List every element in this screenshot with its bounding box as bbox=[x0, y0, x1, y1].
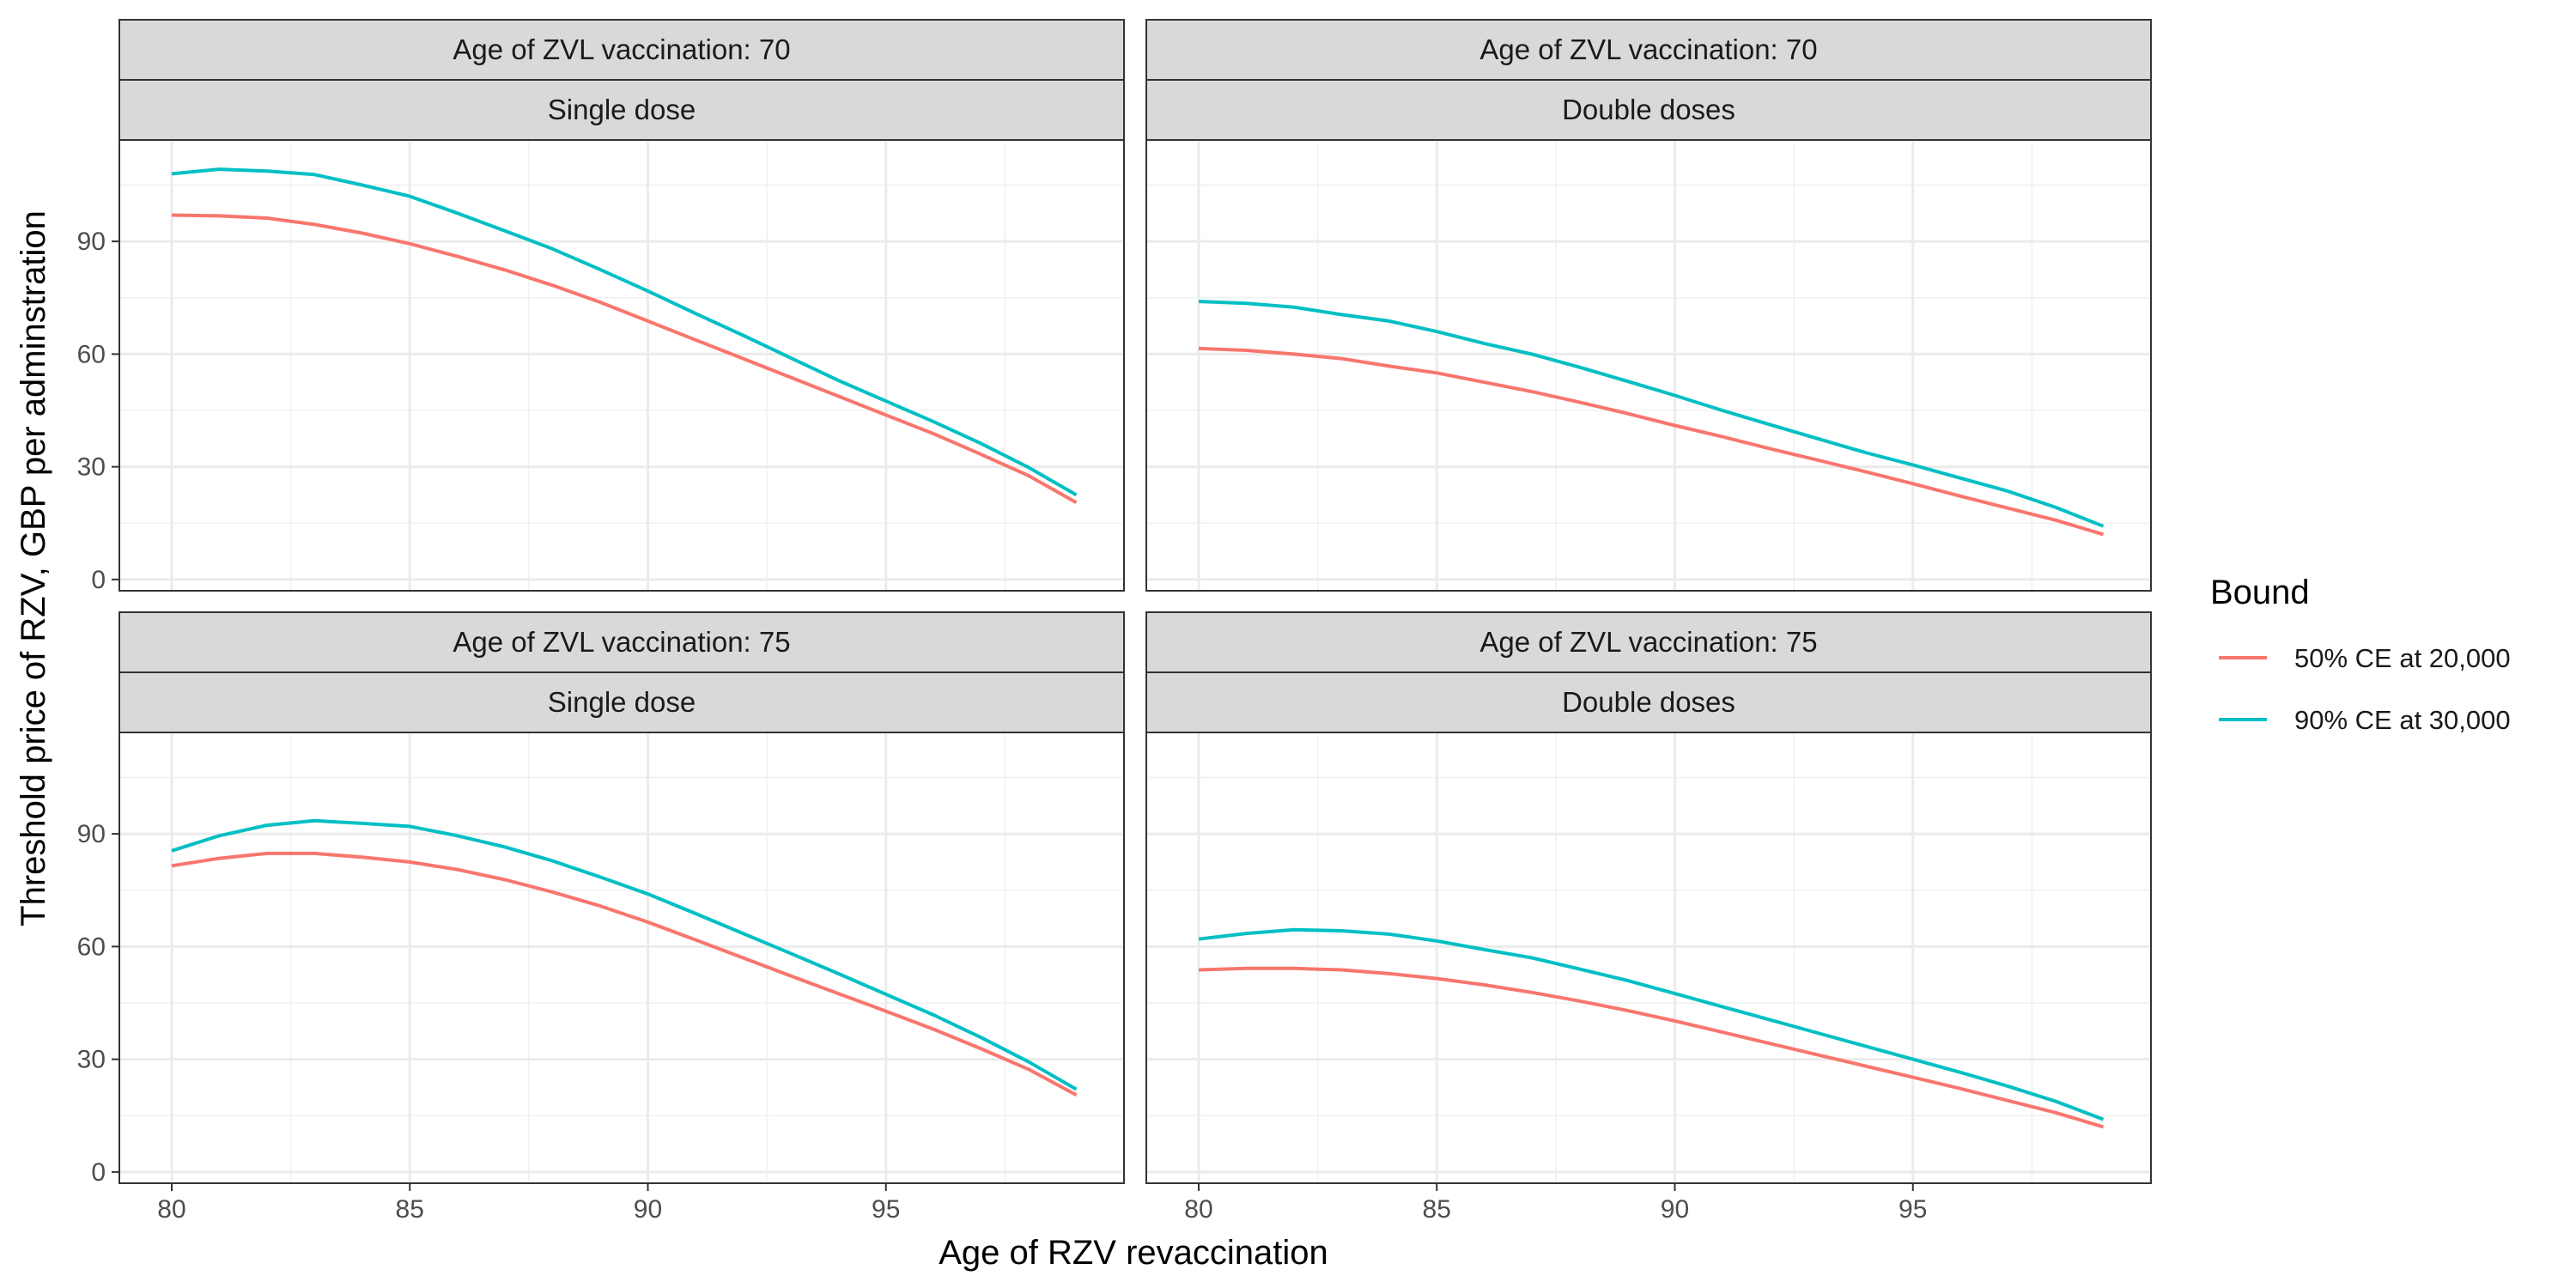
strip-top-label: Age of ZVL vaccination: 75 bbox=[1479, 626, 1817, 658]
strip-top-background bbox=[118, 19, 1125, 81]
strip-top-background bbox=[118, 611, 1125, 673]
series-line-90pct bbox=[171, 818, 1078, 1091]
series-line-50pct bbox=[1198, 346, 2105, 537]
panel-1: Age of ZVL vaccination: 70 Single dose bbox=[118, 19, 1125, 592]
strip-bottom-background bbox=[118, 79, 1125, 141]
legend: Bound 50% CE at 20,000 90% CE at 30,000 bbox=[2210, 574, 2511, 735]
series-line-50pct bbox=[1198, 966, 2105, 1129]
strip-top-background bbox=[1145, 19, 2152, 81]
y-tick-label: 0 bbox=[91, 1158, 106, 1187]
panel-2: Age of ZVL vaccination: 70 Double doses bbox=[1145, 19, 2152, 592]
series-line-50pct bbox=[171, 851, 1078, 1097]
y-tick-label: 60 bbox=[77, 933, 106, 961]
strip-bottom-label: Single dose bbox=[548, 686, 696, 718]
panel-border bbox=[118, 732, 1125, 1184]
strip-bottom-label: Single dose bbox=[548, 94, 696, 125]
strip-bottom-background bbox=[1145, 671, 2152, 733]
strip-top-background bbox=[1145, 611, 2152, 673]
x-tick-label: 90 bbox=[1661, 1195, 1689, 1224]
panel-4: Age of ZVL vaccination: 75 Double doses bbox=[1145, 611, 2152, 1184]
strip-top-label: Age of ZVL vaccination: 70 bbox=[453, 33, 790, 65]
y-tick-label: 60 bbox=[77, 340, 106, 368]
y-tick-label: 90 bbox=[77, 820, 106, 848]
y-tick-label: 90 bbox=[77, 228, 106, 256]
series-line-90pct bbox=[1198, 927, 2105, 1121]
y-tick-label: 30 bbox=[77, 1046, 106, 1074]
strip-bottom-background bbox=[118, 671, 1125, 733]
x-tick-label: 80 bbox=[1184, 1195, 1212, 1224]
x-tick-label: 85 bbox=[396, 1195, 424, 1224]
x-tick-label: 95 bbox=[872, 1195, 900, 1224]
x-tick-label: 80 bbox=[157, 1195, 185, 1224]
y-tick-label: 0 bbox=[91, 566, 106, 594]
plot-background bbox=[1146, 732, 2151, 1183]
strip-bottom-label: Double doses bbox=[1562, 94, 1735, 125]
y-axis-title: Threshold price of RZV, GBP per adminstr… bbox=[15, 210, 52, 927]
panel-border bbox=[1145, 139, 2152, 592]
x-tick-label: 90 bbox=[634, 1195, 662, 1224]
y-tick-label: 30 bbox=[77, 453, 106, 482]
strip-bottom-label: Double doses bbox=[1562, 686, 1735, 718]
panel-border bbox=[1145, 732, 2152, 1184]
strip-top-label: Age of ZVL vaccination: 75 bbox=[453, 626, 790, 658]
strip-top-label: Age of ZVL vaccination: 70 bbox=[1479, 33, 1817, 65]
x-tick-label: 95 bbox=[1899, 1195, 1927, 1224]
series-line-90pct bbox=[171, 167, 1078, 497]
series-line-90pct bbox=[1198, 300, 2105, 528]
axes: 0 30 60 90 0 30 60 90 80 85 90 95 80 85 90 95 bbox=[77, 228, 1928, 1224]
plot-background bbox=[1146, 140, 2151, 591]
legend-title: Bound bbox=[2210, 574, 2310, 611]
legend-label-2: 90% CE at 30,000 bbox=[2294, 705, 2511, 735]
x-tick-label: 85 bbox=[1423, 1195, 1451, 1224]
plot-background bbox=[119, 732, 1124, 1183]
panel-3: Age of ZVL vaccination: 75 Single dose bbox=[118, 611, 1125, 1184]
series-line-50pct bbox=[171, 213, 1078, 504]
strip-bottom-background bbox=[1145, 79, 2152, 141]
legend-label-1: 50% CE at 20,000 bbox=[2294, 643, 2511, 673]
panel-border bbox=[118, 139, 1125, 592]
x-axis-title: Age of RZV revaccination bbox=[939, 1234, 1328, 1272]
plot-background bbox=[119, 140, 1124, 591]
